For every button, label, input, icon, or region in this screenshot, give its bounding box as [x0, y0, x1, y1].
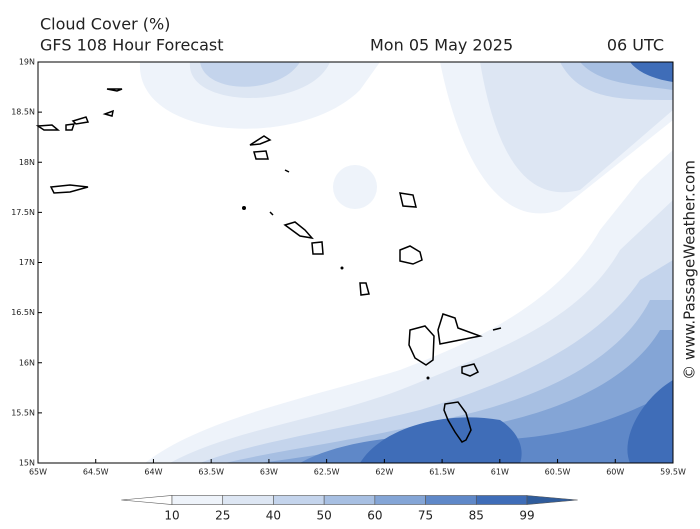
colorbar-label: 60	[367, 509, 382, 523]
time: 06 UTC	[607, 36, 664, 55]
lat-tick-label: 15.5N	[11, 408, 35, 417]
colorbar-segment	[475, 495, 528, 505]
lat-tick-label: 17N	[19, 258, 35, 267]
colorbar-segment	[425, 495, 477, 505]
title: Cloud Cover (%)	[40, 15, 170, 34]
lat-tick-label: 16.5N	[11, 308, 35, 317]
lon-tick-label: 64.5W	[83, 468, 109, 477]
lon-tick-label: 60.5W	[545, 468, 571, 477]
lon-tick-label: 61W	[491, 468, 509, 477]
lon-tick-label: 63W	[260, 468, 278, 477]
lat-tick-label: 15N	[19, 459, 35, 468]
lon-tick-label: 63.5W	[198, 468, 224, 477]
lon-tick-label: 59.5W	[660, 468, 686, 477]
lon-tick-label: 62W	[375, 468, 393, 477]
colorbar-label: 50	[317, 509, 332, 523]
colorbar-label: 99	[519, 509, 534, 523]
colorbar-label: 75	[418, 509, 433, 523]
lat-tick-label: 19N	[19, 58, 35, 67]
lat-tick-label: 16N	[19, 358, 35, 367]
date: Mon 05 May 2025	[370, 36, 513, 55]
colorbar-segment	[121, 495, 173, 505]
lon-tick-label: 62.5W	[314, 468, 340, 477]
islands	[35, 88, 502, 443]
lon-tick-label: 64W	[144, 468, 162, 477]
colorbar-segment	[526, 495, 578, 505]
watermark: © www.PassageWeather.com	[681, 160, 699, 380]
lon-tick-label: 61.5W	[429, 468, 455, 477]
lat-tick-label: 18N	[19, 158, 35, 167]
colorbar-segment	[374, 495, 426, 505]
colorbar-segment	[222, 495, 274, 505]
colorbar-label: 40	[266, 509, 281, 523]
colorbar-segment	[273, 495, 325, 505]
lat-tick-label: 17.5N	[11, 208, 35, 217]
colorbar-segment	[323, 495, 376, 505]
colorbar-segment	[171, 495, 224, 505]
lat-tick-label: 18.5N	[11, 108, 35, 117]
cloud-field	[38, 62, 673, 463]
colorbar-label: 85	[469, 509, 484, 523]
subtitle: GFS 108 Hour Forecast	[40, 36, 224, 55]
colorbar-label: 10	[164, 509, 179, 523]
colorbar-label: 25	[215, 509, 230, 523]
lon-tick-label: 60W	[606, 468, 624, 477]
lon-tick-label: 65W	[29, 468, 47, 477]
